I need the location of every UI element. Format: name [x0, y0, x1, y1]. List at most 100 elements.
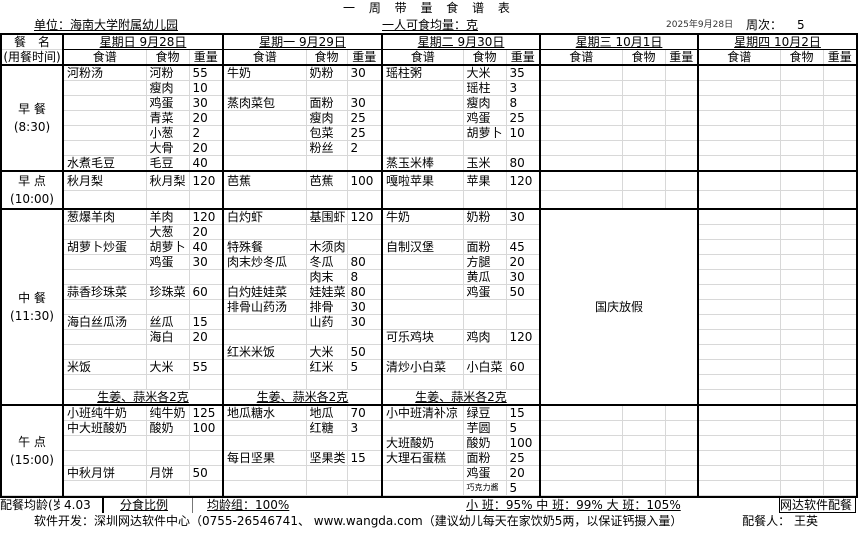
- recipe-cell: [697, 189, 781, 210]
- table-row: 鸡蛋 30 蒸肉菜包 面粉 30 瘦肉 8: [1, 95, 858, 111]
- weight-cell: 20: [188, 140, 224, 156]
- weight-cell: 50: [346, 344, 383, 360]
- recipe-cell: [697, 64, 781, 81]
- food-cell: [145, 189, 190, 210]
- recipe-cell: [697, 420, 781, 436]
- food-cell: 排骨: [305, 299, 348, 315]
- recipe-cell: 小班纯牛奶: [62, 404, 147, 421]
- food-cell: [305, 435, 348, 451]
- recipe-cell: [62, 450, 147, 466]
- weight-cell: [346, 155, 383, 172]
- weight-cell: 8: [346, 269, 383, 285]
- per-person-label: 一人可食均量：克: [382, 18, 479, 32]
- weight-cell: [822, 344, 858, 360]
- food-column-header: 食物: [145, 49, 190, 66]
- meal-label-cell: 早 餐 (8:30): [0, 64, 64, 172]
- recipe-cell: 河粉汤: [62, 64, 147, 81]
- food-cell: 纯牛奶: [145, 404, 190, 421]
- recipe-cell: 小中班清补凉: [381, 404, 464, 421]
- recipe-cell: 排骨山药汤: [222, 299, 307, 315]
- weight-cell: 30: [188, 95, 224, 111]
- food-cell: [145, 435, 190, 451]
- food-cell: [621, 125, 666, 141]
- weight-cell: 50: [188, 465, 224, 481]
- recipe-cell: [62, 224, 147, 240]
- unit-label: 单位：海南大学附属幼儿园: [34, 18, 179, 32]
- food-cell: [621, 64, 666, 81]
- recipe-cell: [697, 344, 781, 360]
- food-cell: [145, 269, 190, 285]
- weight-cell: [346, 465, 383, 481]
- food-cell: 月饼: [145, 465, 190, 481]
- food-cell: [621, 465, 666, 481]
- food-cell: 鸡蛋: [462, 284, 507, 300]
- food-cell: 毛豆: [145, 155, 190, 172]
- food-cell: [779, 110, 824, 126]
- recipe-cell: [62, 299, 147, 315]
- recipe-cell: [697, 269, 781, 285]
- food-cell: 青菜: [145, 110, 190, 126]
- recipe-cell: 大理石蛋糕: [381, 450, 464, 466]
- weight-cell: [822, 110, 858, 126]
- recipe-cell: [62, 189, 147, 210]
- weight-cell: [664, 450, 699, 466]
- weight-cell: 20: [505, 254, 541, 270]
- weight-cell: [822, 299, 858, 315]
- weight-cell: 60: [505, 359, 541, 375]
- planner-label: 配餐人： 王英: [742, 514, 818, 528]
- weight-cell: [822, 450, 858, 466]
- table-row: 肉末 8 黄瓜 30: [1, 269, 858, 285]
- weight-cell: [346, 329, 383, 345]
- weight-cell: 30: [188, 254, 224, 270]
- food-cell: 红米: [305, 359, 348, 375]
- food-cell: 黄瓜: [462, 269, 507, 285]
- weight-cell: 25: [505, 110, 541, 126]
- recipe-cell: [539, 404, 623, 421]
- recipe-cell: [697, 389, 781, 406]
- recipe-cell: [62, 269, 147, 285]
- weight-cell: [188, 435, 224, 451]
- food-cell: 木须肉: [305, 239, 348, 255]
- weight-cell: [822, 254, 858, 270]
- food-cell: [305, 374, 348, 390]
- weight-cell: [822, 284, 858, 300]
- weight-cell: 55: [188, 64, 224, 81]
- food-cell: 大葱: [145, 224, 190, 240]
- weight-cell: [188, 269, 224, 285]
- food-cell: 秋月梨: [145, 170, 190, 191]
- recipe-column-header: 食谱: [62, 49, 147, 66]
- recipe-cell: [539, 110, 623, 126]
- food-cell: 小葱: [145, 125, 190, 141]
- recipe-cell: 嘎啦苹果: [381, 170, 464, 191]
- recipe-cell: [222, 435, 307, 451]
- meal-name: 早 餐: [18, 102, 46, 116]
- recipe-cell: [62, 80, 147, 96]
- food-cell: [779, 450, 824, 466]
- weight-cell: 100: [188, 420, 224, 436]
- food-cell: 冬瓜: [305, 254, 348, 270]
- weight-cell: [822, 170, 858, 191]
- meal-label-cell: 午 点 (15:00): [0, 404, 64, 496]
- recipe-cell: [62, 254, 147, 270]
- food-cell: 酸奶: [462, 435, 507, 451]
- food-cell: 面粉: [305, 95, 348, 111]
- weight-cell: 50: [505, 284, 541, 300]
- table-row: [1, 189, 858, 210]
- recipe-cell: [381, 374, 464, 390]
- weight-cell: [664, 465, 699, 481]
- recipe-cell: [62, 110, 147, 126]
- seasoning-note: 生姜、蒜米各2克: [62, 389, 224, 406]
- food-cell: [779, 329, 824, 345]
- recipe-cell: [539, 125, 623, 141]
- developer-note: 软件开发：深圳网达软件中心（0755-26546741、 www.wangda.…: [34, 514, 683, 528]
- weight-cell: 30: [505, 269, 541, 285]
- weight-cell: 20: [188, 110, 224, 126]
- food-cell: [779, 140, 824, 156]
- weight-cell: [188, 450, 224, 466]
- recipe-cell: [539, 80, 623, 96]
- food-cell: [779, 224, 824, 240]
- weight-cell: 120: [188, 208, 224, 225]
- weight-cell: [822, 140, 858, 156]
- food-cell: 瑶柱: [462, 80, 507, 96]
- food-column-header: 食物: [621, 49, 666, 66]
